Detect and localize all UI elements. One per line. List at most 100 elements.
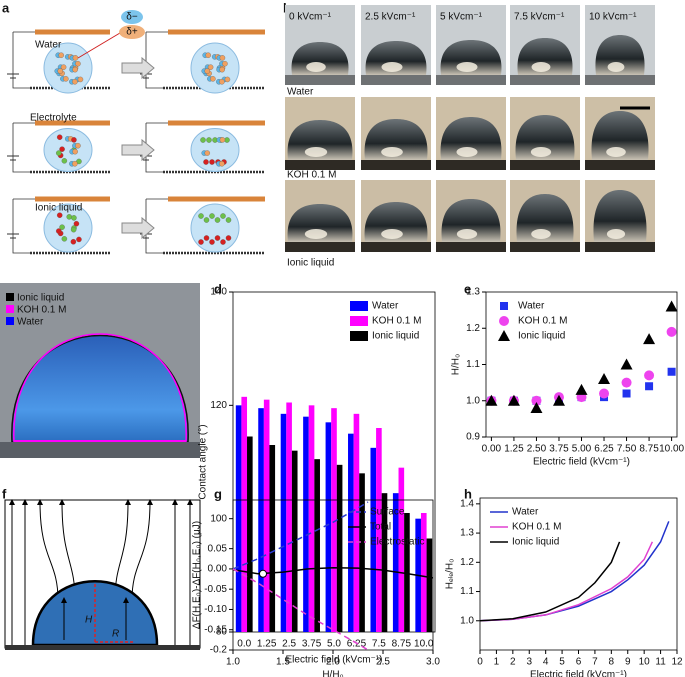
x-tick-label: 6.25 bbox=[347, 639, 367, 650]
ion bbox=[75, 142, 81, 149]
x-axis-title: Electric field (kVcm⁻¹) bbox=[286, 655, 383, 666]
y-tick-label: -0.2 bbox=[210, 645, 228, 656]
ion bbox=[198, 239, 204, 245]
row-label: KOH 0.1 M bbox=[287, 170, 336, 181]
ion bbox=[200, 137, 206, 143]
column-label: 0 kVcm⁻¹ bbox=[289, 12, 332, 23]
droplet bbox=[190, 42, 240, 94]
circuit bbox=[145, 31, 168, 89]
y-axis-title: ΔF(H,E₀)-ΔF(H₀,E₀) (μJ) bbox=[192, 521, 203, 629]
point bbox=[665, 300, 678, 312]
y-tick-label: 120 bbox=[210, 400, 227, 411]
electrode bbox=[168, 196, 265, 202]
highlight bbox=[381, 147, 403, 157]
y-tick-label: 1.1 bbox=[466, 359, 480, 370]
bar bbox=[241, 396, 248, 632]
bar bbox=[303, 416, 309, 632]
bar bbox=[370, 447, 377, 632]
bar bbox=[258, 408, 264, 632]
ion bbox=[56, 228, 62, 234]
ion bbox=[75, 60, 81, 67]
x-axis-title: H/H₀ bbox=[322, 670, 343, 677]
row-label: Ionic liquid bbox=[35, 203, 82, 214]
legend-swatch bbox=[6, 317, 14, 325]
ion bbox=[56, 150, 62, 156]
y-tick-label: 1.0 bbox=[466, 395, 480, 406]
x-tick-label: 3.75 bbox=[302, 639, 322, 650]
panel-label: g bbox=[214, 486, 222, 501]
droplet-photo bbox=[441, 199, 501, 242]
point bbox=[552, 394, 565, 406]
row-label: Electrolyte bbox=[30, 113, 77, 124]
bar bbox=[398, 467, 405, 632]
point bbox=[620, 358, 633, 370]
plot-frame bbox=[485, 291, 678, 438]
column-label: 5 kVcm⁻¹ bbox=[440, 12, 483, 23]
point bbox=[259, 569, 267, 578]
ion bbox=[219, 55, 226, 61]
droplet bbox=[190, 203, 240, 253]
x-tick-label: 1 bbox=[494, 657, 500, 668]
ion bbox=[219, 160, 225, 167]
substrate bbox=[285, 242, 355, 252]
highlight bbox=[606, 147, 626, 157]
ion bbox=[70, 226, 77, 233]
x-tick-label: 8.75 bbox=[639, 444, 659, 455]
substrate bbox=[436, 242, 506, 252]
ion bbox=[63, 76, 69, 82]
point bbox=[485, 394, 498, 406]
ion bbox=[56, 134, 63, 140]
plot-frame bbox=[479, 497, 678, 651]
x-tick-label: 3.75 bbox=[549, 444, 569, 455]
legend-swatch bbox=[6, 305, 14, 313]
bar bbox=[286, 402, 292, 632]
x-tick-label: 7 bbox=[592, 657, 598, 668]
point bbox=[643, 333, 656, 345]
highlight bbox=[306, 62, 326, 72]
highlight bbox=[304, 229, 328, 239]
legend-symbol bbox=[498, 330, 510, 341]
x-axis-title: Electric field (kVcm⁻¹) bbox=[533, 457, 630, 468]
ion bbox=[209, 159, 215, 165]
ion bbox=[224, 76, 231, 83]
droplet bbox=[43, 128, 93, 172]
substrate bbox=[585, 242, 655, 252]
ion bbox=[59, 146, 65, 152]
x-tick-label: 5 bbox=[559, 657, 565, 668]
highlight bbox=[530, 147, 552, 157]
circuit bbox=[12, 198, 35, 254]
legend-label: Ionic liquid bbox=[372, 331, 419, 342]
legend-label: Water bbox=[17, 317, 44, 328]
bar bbox=[348, 433, 354, 632]
ion bbox=[214, 235, 221, 241]
electrode bbox=[35, 120, 110, 126]
ion bbox=[57, 68, 64, 74]
substrate bbox=[585, 75, 655, 85]
line bbox=[232, 568, 369, 651]
legend-label: KOH 0.1 M bbox=[17, 305, 66, 316]
battery bbox=[7, 73, 19, 79]
ion bbox=[209, 213, 215, 219]
bar bbox=[381, 493, 388, 632]
x-tick-label: 1.5 bbox=[276, 657, 290, 668]
legend-label: Total bbox=[370, 522, 391, 533]
x-tick-label: 6.25 bbox=[594, 444, 614, 455]
y-tick-label: 1.0 bbox=[460, 615, 474, 626]
y-tick-label: 1.2 bbox=[466, 323, 480, 334]
ion bbox=[66, 214, 72, 220]
dipole-pos bbox=[119, 25, 145, 39]
point bbox=[598, 373, 611, 384]
bar bbox=[263, 399, 270, 632]
x-tick-label: 0 bbox=[477, 657, 483, 668]
line bbox=[479, 541, 621, 622]
legend-label: Water bbox=[372, 301, 399, 312]
highlight bbox=[304, 147, 328, 157]
legend-swatch bbox=[350, 301, 368, 311]
ion bbox=[204, 68, 211, 74]
ion bbox=[61, 158, 68, 164]
field-line bbox=[131, 499, 153, 601]
x-tick-label: 2.5 bbox=[282, 639, 296, 650]
x-tick-label: 1.0 bbox=[226, 657, 240, 668]
ion bbox=[206, 137, 212, 143]
